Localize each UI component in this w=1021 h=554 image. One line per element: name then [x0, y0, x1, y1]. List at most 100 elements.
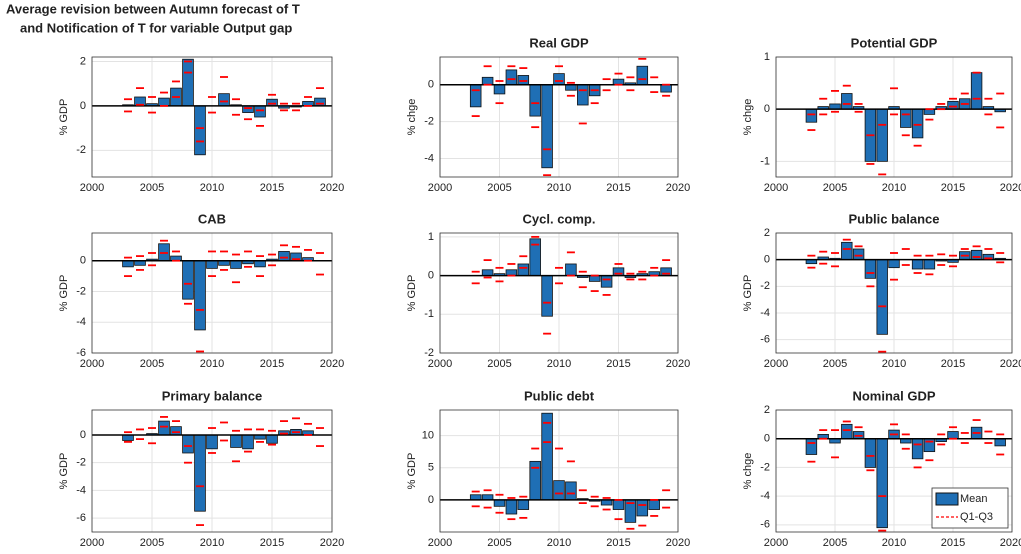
x-tick-label: 2000: [764, 537, 788, 549]
bar: [829, 103, 841, 110]
bar: [864, 438, 877, 468]
panel: 2000 2005 2010 2015 2020 -6 -4 -2 0 CAB % GDP: [58, 211, 344, 369]
x-tick-label: 2000: [80, 537, 104, 549]
x-tick-label: 2005: [140, 537, 164, 549]
legend-label: Mean: [960, 493, 988, 505]
legend-label: Q1-Q3: [960, 511, 993, 523]
y-tick-label: -1: [760, 155, 770, 167]
bar: [266, 434, 278, 444]
axes-box: [439, 232, 679, 354]
bar: [923, 259, 936, 270]
y-axis-label: % GDP: [406, 453, 418, 490]
panel: 2000 2005 2010 2015 2020 -2 0 2 Average revision…: [6, 1, 344, 193]
bar: [911, 259, 924, 270]
x-tick-label: 2015: [941, 182, 965, 194]
bar: [553, 480, 565, 501]
x-tick-label: 2000: [80, 358, 104, 370]
x-tick-label: 2020: [320, 182, 344, 194]
x-tick-label: 2020: [320, 537, 344, 549]
bar: [182, 58, 194, 107]
y-tick-label: -4: [760, 490, 770, 502]
y-tick-label: 0: [428, 79, 434, 91]
y-axis-label: % chge: [742, 99, 754, 136]
bar: [218, 93, 230, 107]
y-tick-label: 10: [422, 430, 434, 442]
y-tick-label: -6: [76, 512, 86, 524]
bar: [517, 263, 530, 276]
x-tick-label: 2000: [80, 182, 104, 194]
bar: [517, 499, 530, 510]
bar: [230, 434, 242, 448]
bar: [230, 260, 242, 269]
bar: [505, 69, 518, 86]
bar: [254, 105, 266, 118]
x-tick-label: 2010: [882, 537, 906, 549]
panel: 2000 2005 2010 2015 2020 -1 0 1 Potential GDP % c…: [742, 35, 1021, 193]
axes-box: [775, 56, 1013, 178]
bar: [194, 105, 206, 156]
bar: [660, 84, 672, 93]
y-tick-label: -2: [760, 280, 770, 292]
bar: [182, 260, 194, 300]
y-tick-label: 2: [764, 227, 770, 239]
bar: [314, 97, 326, 107]
y-tick-label: -2: [76, 285, 86, 297]
x-tick-label: 2020: [666, 358, 690, 370]
y-tick-label: -4: [760, 307, 770, 319]
y-axis-label: % GDP: [58, 275, 70, 312]
y-tick-label: 2: [764, 404, 770, 416]
x-tick-label: 2005: [140, 358, 164, 370]
chart-title: Cycl. comp.: [523, 211, 596, 226]
bar: [911, 108, 924, 139]
y-tick-label: 0: [80, 255, 86, 267]
bar: [254, 260, 266, 268]
x-tick-label: 2010: [200, 358, 224, 370]
bar: [841, 423, 853, 440]
y-tick-label: 5: [428, 462, 434, 474]
bar: [947, 431, 959, 440]
y-tick-label: -1: [424, 308, 434, 320]
x-tick-label: 2010: [882, 358, 906, 370]
bar: [648, 499, 660, 510]
bar: [469, 84, 482, 108]
bar: [612, 499, 625, 510]
bar: [170, 426, 182, 436]
chart-title: Public debt: [524, 388, 595, 403]
chart-title: Potential GDP: [851, 35, 938, 50]
x-tick-label: 2005: [823, 182, 847, 194]
bar: [565, 263, 577, 276]
x-tick-label: 2005: [487, 182, 511, 194]
y-tick-label: -6: [76, 347, 86, 359]
y-tick-label: -2: [424, 116, 434, 128]
bar: [923, 438, 936, 453]
bar: [911, 438, 924, 460]
chart-title: CAB: [198, 211, 226, 226]
x-tick-label: 2010: [547, 537, 571, 549]
x-tick-label: 2015: [260, 537, 284, 549]
panel: 2000 2005 2010 2015 2020 -2 -1 0 1 Cycl. comp. % G…: [406, 211, 690, 369]
panel: 2000 2005 2010 2015 2020 0 5 10 Public debt % GDP: [406, 388, 690, 548]
y-tick-label: 0: [764, 103, 770, 115]
y-tick-label: -6: [760, 334, 770, 346]
bar: [481, 494, 494, 501]
panel: 2000 2005 2010 2015 2020 -6 -4 -2 0 2 Nominal GDP%…: [742, 388, 1021, 548]
bar: [805, 438, 818, 455]
y-tick-label: -4: [76, 484, 86, 496]
bar: [122, 434, 134, 441]
y-tick-label: -2: [76, 144, 86, 156]
bar: [469, 494, 482, 501]
x-tick-label: 2000: [764, 182, 788, 194]
panel: 2000 2005 2010 2015 2020 -6 -4 -2 0 Primary balan…: [58, 388, 344, 548]
bar: [481, 76, 494, 86]
bar: [577, 84, 589, 106]
bar: [888, 259, 900, 269]
y-tick-label: 0: [428, 269, 434, 281]
x-tick-label: 2020: [666, 537, 690, 549]
bar: [541, 412, 553, 501]
x-tick-label: 2015: [606, 358, 630, 370]
chart-title: Nominal GDP: [852, 388, 935, 403]
x-tick-label: 2015: [606, 537, 630, 549]
y-tick-label: -2: [424, 347, 434, 359]
x-tick-label: 2005: [823, 537, 847, 549]
bar: [529, 84, 541, 117]
